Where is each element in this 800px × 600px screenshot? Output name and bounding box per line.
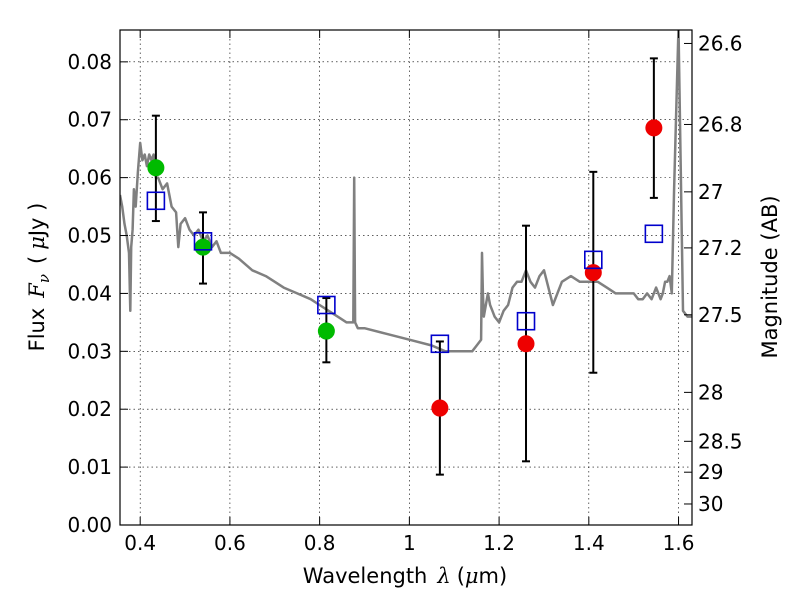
model-square-point [193, 232, 213, 251]
y-axis-label: Flux Fν ( μJy ) [25, 203, 53, 352]
x-axis-symbol: λ [436, 564, 450, 588]
red-data-point [431, 399, 449, 417]
x-tick-label: 1.6 [663, 531, 695, 555]
y-tick-label: 0.01 [67, 455, 112, 479]
model-square-point [584, 250, 603, 270]
errorbars [151, 57, 658, 476]
data-markers [146, 119, 664, 417]
red-data-point [584, 264, 602, 282]
axis-ticks: 0.4 0.6 0.8 1 1.2 1.4 1.6 0.00 0.01 0.02 0.03 0.04 0… [67, 30, 743, 555]
x-tick-label: 0.4 [124, 531, 156, 555]
x-tick-label: 1.4 [573, 531, 605, 555]
y-axis-label-text: Flux [25, 308, 49, 352]
y-tick-label: 0.05 [67, 224, 112, 248]
y-axis-unit-rest: Jy ) [25, 203, 49, 239]
y2-tick-label: 29 [698, 460, 723, 484]
red-data-point [645, 119, 663, 137]
x-axis-unit-mu: μ [465, 564, 479, 588]
model-square-point [146, 191, 166, 211]
y2-tick-label: 28 [698, 380, 723, 404]
x-tick-label: 1 [403, 531, 416, 555]
y-axis-unit-mu: μ [25, 236, 49, 250]
y-tick-label: 0.00 [67, 513, 112, 537]
y-tick-label: 0.04 [67, 281, 112, 305]
y2-tick-label: 30 [698, 492, 723, 516]
grid [120, 30, 692, 526]
x-axis-unit-rest: m) [479, 564, 508, 588]
spectrum-line [120, 30, 692, 353]
y-tick-label: 0.03 [67, 339, 112, 363]
y2-tick-label: 26.8 [698, 112, 743, 136]
x-axis-label-text: Wavelength [303, 564, 428, 588]
spectrum-layer [120, 30, 692, 353]
model-square-point [516, 311, 536, 331]
y-tick-label: 0.02 [67, 397, 112, 421]
green-data-point [194, 238, 212, 256]
y-tick-label: 0.07 [67, 108, 112, 132]
y-tick-label: 0.08 [67, 50, 112, 74]
model-square-point [317, 295, 336, 315]
model-square-point [644, 224, 664, 244]
plot-area-frame [119, 29, 693, 526]
y-axis-unit-open: ( [25, 256, 49, 264]
x-tick-label: 0.6 [214, 531, 246, 555]
right-axis-label: Magnitude (AB) [758, 195, 782, 358]
x-axis-unit-open: ( [457, 564, 465, 588]
green-data-point [317, 322, 335, 340]
y-axis-symbol: F [25, 282, 49, 299]
y2-tick-label: 27 [698, 180, 723, 204]
y2-tick-label: 27.2 [698, 236, 743, 260]
model-square-point [430, 334, 450, 354]
x-tick-label: 1.2 [483, 531, 515, 555]
y-tick-label: 0.06 [67, 166, 112, 190]
y-axis-symbol-subscript: ν [35, 274, 53, 283]
y2-tick-label: 28.5 [698, 429, 743, 453]
x-axis-label: Wavelength λ (μm) [303, 564, 507, 588]
y2-tick-label: 27.5 [698, 303, 743, 327]
y2-tick-label: 26.6 [698, 31, 743, 55]
red-data-point [517, 335, 535, 353]
green-data-point [147, 159, 165, 177]
x-tick-label: 0.8 [304, 531, 336, 555]
